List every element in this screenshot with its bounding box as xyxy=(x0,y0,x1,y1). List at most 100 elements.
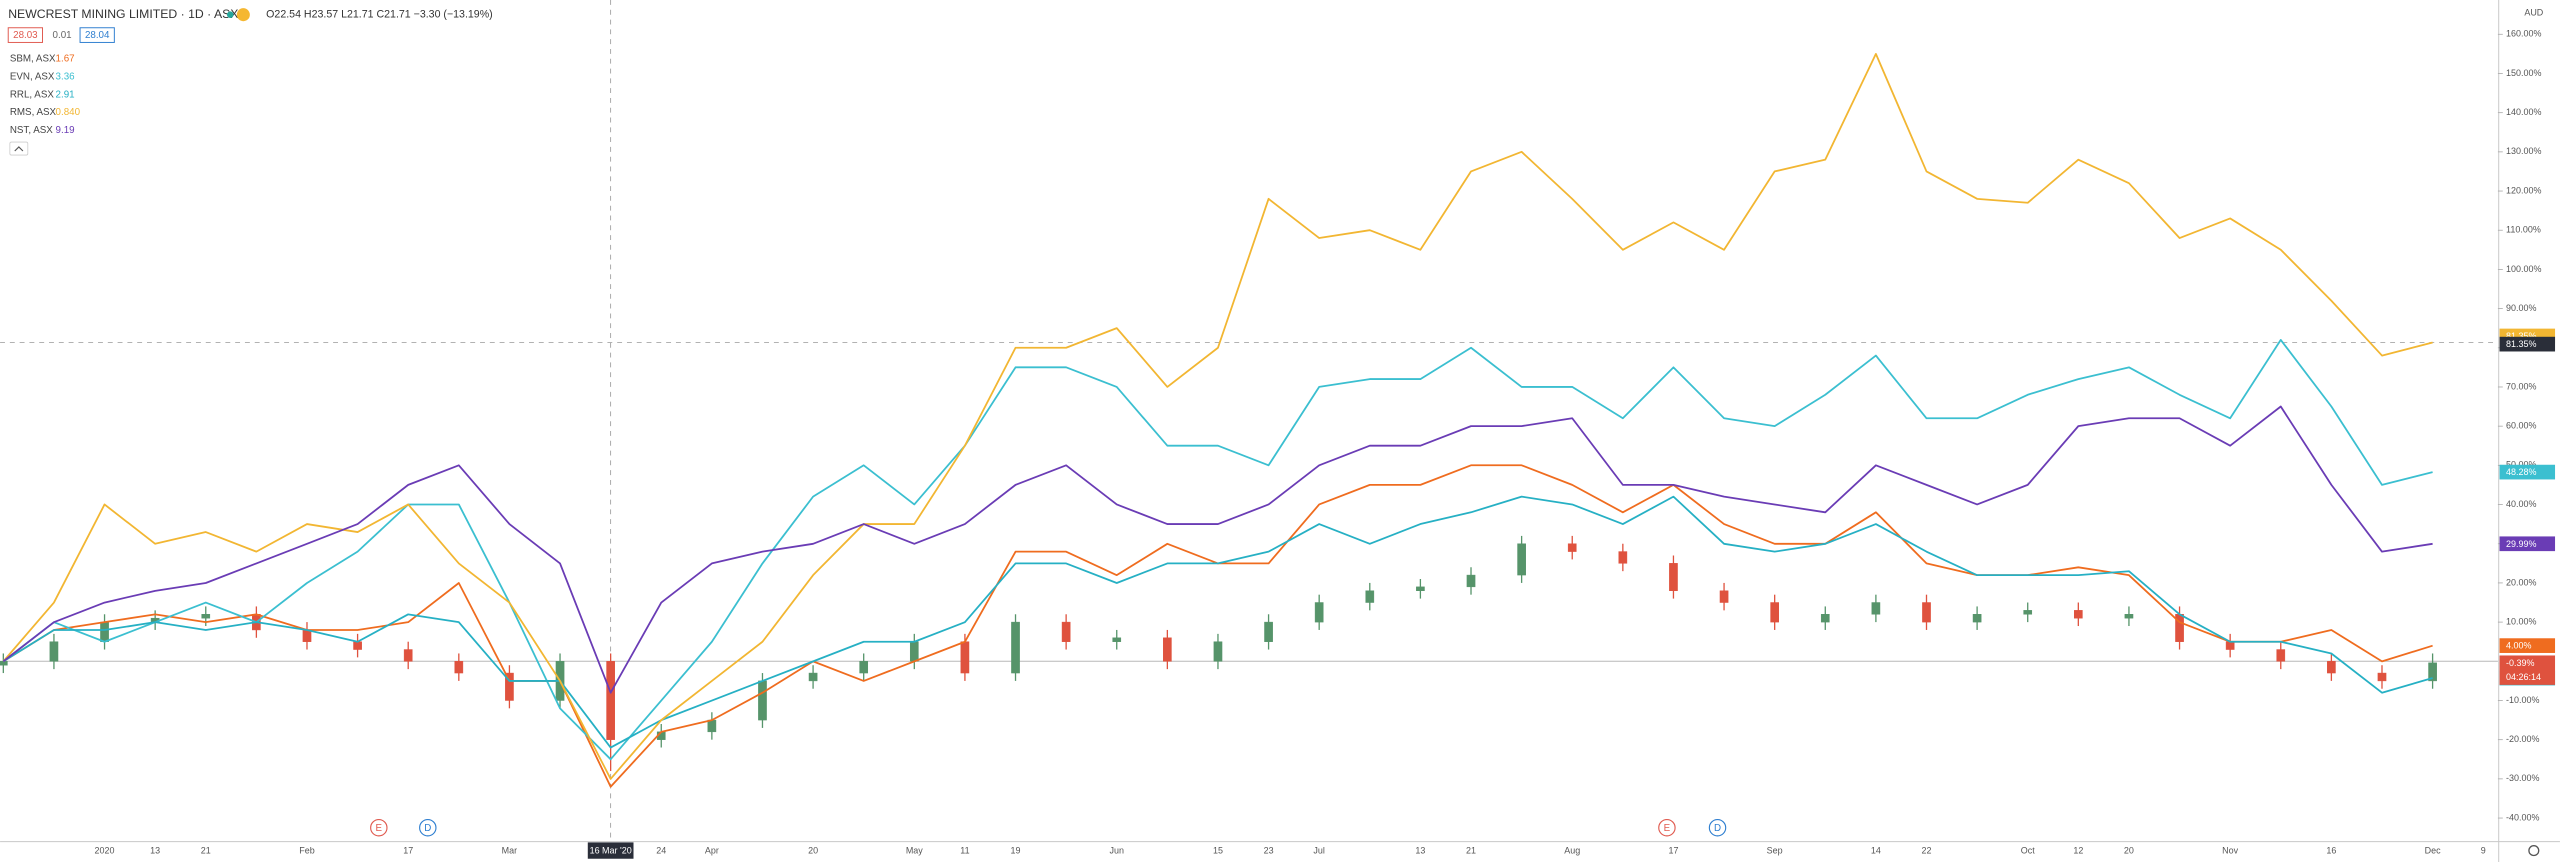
legend-value: 0.840 xyxy=(56,107,81,118)
candle-body xyxy=(100,621,109,642)
candle-body xyxy=(1213,641,1223,662)
y-tick-label: 60.00% xyxy=(2506,421,2536,431)
x-tick-label: 19 xyxy=(1011,846,1021,856)
x-tick-label: 17 xyxy=(1668,846,1678,856)
legend-name: RRL, ASX xyxy=(10,89,55,100)
last-value-label: 4.00% xyxy=(2506,641,2531,651)
candle-body xyxy=(909,641,919,662)
y-tick-label: 10.00% xyxy=(2506,616,2536,626)
last-price-box xyxy=(2499,655,2556,685)
last-value-label-box xyxy=(2499,536,2556,552)
dividend-marker[interactable] xyxy=(1708,818,1727,837)
candle-body xyxy=(2377,672,2387,682)
y-tick-label: -40.00% xyxy=(2506,812,2539,822)
dividend-label: D xyxy=(1714,823,1721,834)
plot-area xyxy=(0,0,2498,841)
x-tick-label: Mar xyxy=(502,846,517,856)
x-tick-label: Dec xyxy=(2425,846,2441,856)
candle-body xyxy=(1972,614,1982,623)
crosshair-y-box xyxy=(2499,336,2556,352)
legend-name: NST, ASX xyxy=(10,125,53,136)
x-tick-label: Jul xyxy=(1313,846,1324,856)
crosshair-y-label: 81.35% xyxy=(2506,339,2536,349)
candle-body xyxy=(1618,551,1628,564)
candle-body xyxy=(1466,574,1476,588)
x-tick-label: Nov xyxy=(2222,846,2238,856)
earnings-label: E xyxy=(1664,823,1671,834)
x-tick-label: 23 xyxy=(1264,846,1274,856)
candle-body xyxy=(201,614,211,619)
x-tick-label: 20 xyxy=(808,846,818,856)
candle-body xyxy=(2124,614,2134,619)
y-tick-label: 40.00% xyxy=(2506,499,2536,509)
y-tick-label: 110.00% xyxy=(2506,225,2541,235)
y-tick-label: 50.00% xyxy=(2506,460,2536,470)
crosshair-x-box xyxy=(587,842,634,859)
candle-body xyxy=(1669,563,1678,592)
candle-body xyxy=(49,641,59,662)
collapse-button[interactable] xyxy=(9,141,29,156)
x-tick-label: Sep xyxy=(1767,846,1783,856)
y-tick-label: 120.00% xyxy=(2506,185,2541,195)
legend-name: RMS, ASX xyxy=(10,107,57,118)
candle-body xyxy=(1061,621,1071,642)
candle-body xyxy=(1416,586,1425,592)
candle-body xyxy=(2023,610,2033,615)
series-line xyxy=(2,52,2433,780)
settings-button[interactable] xyxy=(2528,845,2540,857)
dividend-marker[interactable] xyxy=(419,818,437,837)
symbol-title[interactable]: NEWCREST MINING LIMITED · 1D · ASX xyxy=(8,7,238,21)
last-value-label: 29.99% xyxy=(2506,539,2536,549)
y-tick-label: -30.00% xyxy=(2506,773,2539,783)
earnings-marker[interactable] xyxy=(370,818,388,837)
earnings-marker[interactable] xyxy=(1658,818,1676,837)
candle-body xyxy=(505,672,514,701)
last-value-label: 81.35% xyxy=(2506,331,2536,341)
crosshair-x-label: 16 Mar '20 xyxy=(590,846,632,856)
legend-value: 9.19 xyxy=(56,125,75,136)
x-tick-label: 21 xyxy=(201,846,211,856)
x-tick-label: 12 xyxy=(2073,846,2083,856)
y-tick-label: 130.00% xyxy=(2506,146,2541,156)
legend-name: EVN, ASX xyxy=(10,71,55,82)
candle-body xyxy=(1011,621,1020,674)
candle-body xyxy=(1922,602,1931,623)
legend-name: SBM, ASX xyxy=(10,53,56,64)
x-tick-label: 20 xyxy=(2124,846,2134,856)
ask: 28.04 xyxy=(85,30,110,41)
legend-value: 3.36 xyxy=(56,71,76,82)
last-value-label-box xyxy=(2499,464,2556,480)
x-tick-label: 2020 xyxy=(95,846,115,856)
candle-body xyxy=(2225,641,2235,650)
candle-body xyxy=(1719,590,1729,603)
legend-value: 1.67 xyxy=(56,53,75,64)
y-tick-label: 20.00% xyxy=(2506,577,2536,587)
last-price-label: -0.39% xyxy=(2506,658,2534,668)
x-tick-label: 15 xyxy=(1213,846,1223,856)
x-tick-label: Jun xyxy=(1110,846,1124,856)
status-dot xyxy=(226,11,234,18)
x-tick-label: 11 xyxy=(960,846,969,856)
currency-label: AUD xyxy=(2524,7,2543,17)
candle-body xyxy=(606,661,615,740)
bid: 28.03 xyxy=(13,30,38,41)
x-tick-label: 13 xyxy=(1415,846,1425,856)
ask-box[interactable] xyxy=(79,27,115,43)
y-tick-label: -10.00% xyxy=(2506,695,2539,705)
bid-box[interactable] xyxy=(7,27,43,43)
candle-body xyxy=(960,641,970,674)
series-line xyxy=(2,495,2433,749)
x-tick-label: 17 xyxy=(403,846,413,856)
spread: 0.01 xyxy=(53,30,72,41)
candle-body xyxy=(859,661,869,674)
y-tick-label: 140.00% xyxy=(2506,107,2541,117)
candle-body xyxy=(1314,602,1324,623)
x-tick-label: Apr xyxy=(705,846,719,856)
candle-body xyxy=(302,629,312,642)
x-tick-label: 16 xyxy=(2326,846,2336,856)
countdown: 04:26:14 xyxy=(2506,672,2541,682)
candle-body xyxy=(1365,590,1375,603)
x-tick-label: 14 xyxy=(1871,846,1881,856)
